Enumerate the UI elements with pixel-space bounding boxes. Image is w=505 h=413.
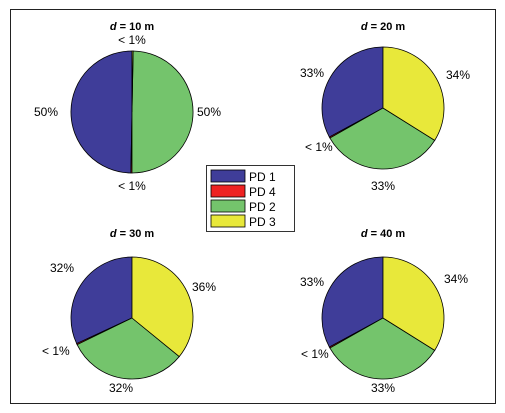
- pie-title: d = 40 m: [361, 228, 406, 240]
- slice-label: 33%: [300, 66, 324, 80]
- slice-label: < 1%: [118, 33, 146, 47]
- slice-label: 33%: [371, 381, 395, 395]
- pie-slice-pd3: [382, 46, 445, 141]
- pie-slice-pd2: [329, 107, 436, 170]
- legend-label: PD 4: [249, 185, 276, 199]
- pie-panel: d = 40 m 33% < 1% 33% 34%: [300, 228, 468, 395]
- pie-panel: d = 20 m 33% < 1% 33% 34%: [300, 21, 470, 193]
- pie-title-value: = 30 m: [117, 228, 155, 240]
- slice-label: < 1%: [301, 347, 329, 361]
- slice-label: < 1%: [118, 179, 146, 193]
- pie-panel: d = 10 m 50% < 1% 50% < 1%: [34, 21, 221, 193]
- slice-label: 32%: [109, 381, 133, 395]
- slice-label: 32%: [50, 261, 74, 275]
- legend-swatch: [210, 199, 246, 213]
- pie-slice-pd2: [76, 317, 180, 380]
- pie-slice-pd3: [382, 256, 445, 351]
- pie-slice-pd1: [321, 46, 384, 138]
- pie-title-value: = 10 m: [117, 21, 155, 33]
- pie-slice-pd2: [329, 317, 436, 380]
- legend-label: PD 2: [249, 200, 276, 214]
- slice-label: < 1%: [305, 140, 333, 154]
- pie-title-variable: d: [361, 228, 368, 240]
- pie-slice-pd3: [131, 256, 194, 358]
- slice-label: 33%: [300, 275, 324, 289]
- pie-title-value: = 20 m: [368, 21, 406, 33]
- legend-swatch: [210, 214, 246, 228]
- slice-label: 36%: [192, 280, 216, 294]
- pie-title-variable: d: [110, 228, 117, 240]
- pie-slice-pd3: [131, 50, 134, 113]
- legend-swatch: [210, 169, 246, 183]
- pie-title-variable: d: [110, 21, 117, 33]
- legend-swatch: [210, 184, 246, 198]
- pie-title: d = 10 m: [110, 21, 155, 33]
- pie-title-variable: d: [361, 21, 368, 33]
- pie-slice-pd1: [70, 50, 133, 174]
- pie-panels: d = 10 m50%< 1%50%< 1%d = 20 m33%< 1%33%…: [34, 21, 470, 395]
- pie-title: d = 30 m: [110, 228, 155, 240]
- pie-slice-pd2: [131, 50, 194, 174]
- pie-title: d = 20 m: [361, 21, 406, 33]
- pie-title-value: = 40 m: [368, 228, 406, 240]
- pie-panel: d = 30 m 32% < 1% 32% 36%: [42, 228, 216, 395]
- legend-label: PD 1: [249, 170, 276, 184]
- slice-label: 34%: [446, 68, 470, 82]
- legend: PD 1PD 4PD 2PD 3: [206, 165, 295, 232]
- slice-label: 50%: [34, 105, 58, 119]
- slice-label: 33%: [371, 179, 395, 193]
- pie-slice-pd1: [70, 256, 133, 345]
- legend-label: PD 3: [249, 215, 276, 229]
- slice-label: 50%: [197, 105, 221, 119]
- slice-label: 34%: [444, 272, 468, 286]
- pie-slice-pd1: [321, 256, 384, 348]
- slice-label: < 1%: [42, 344, 70, 358]
